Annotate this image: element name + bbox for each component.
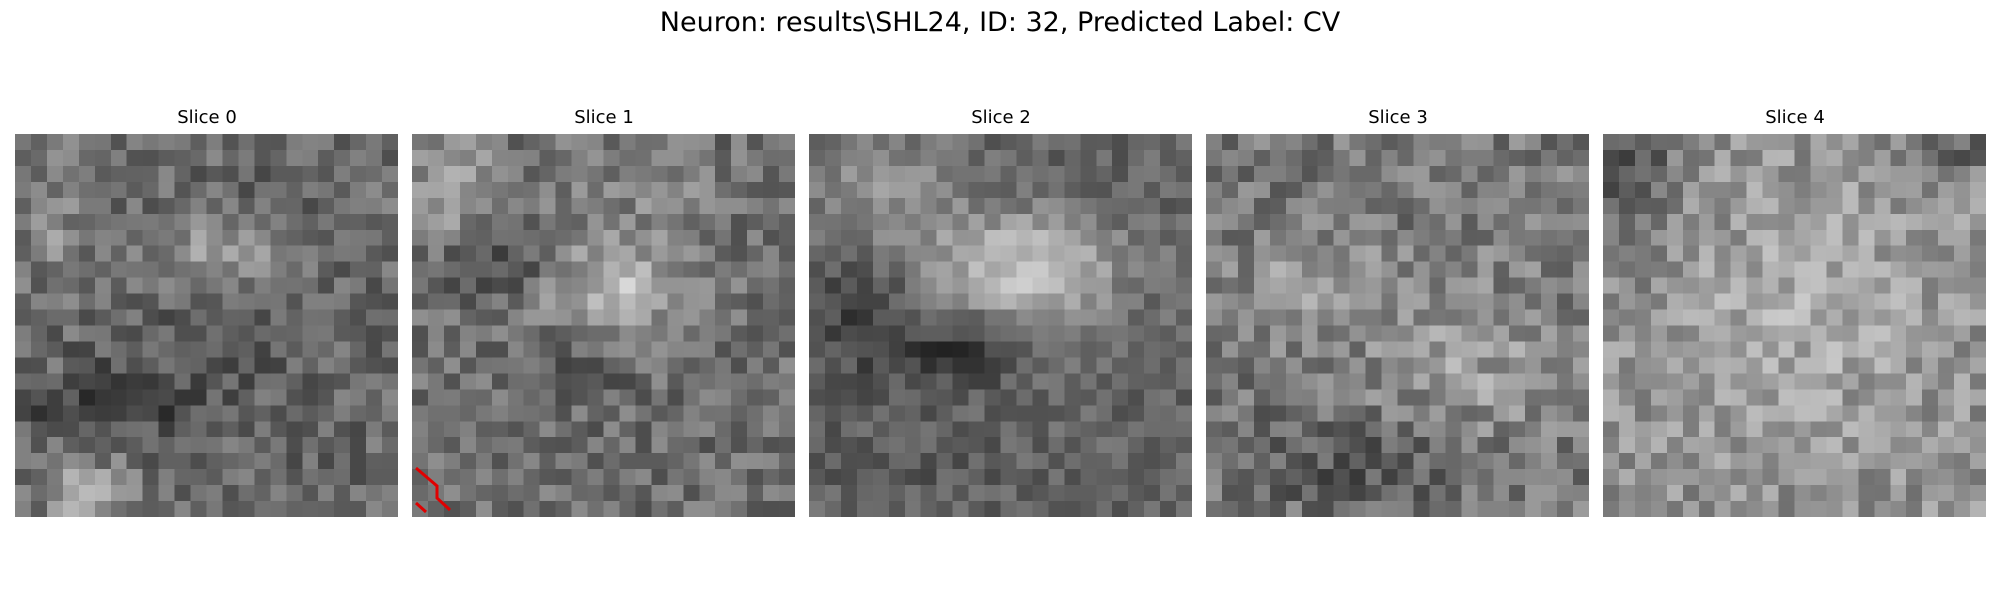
red-contour-overlay <box>414 466 452 514</box>
grayscale-slice-image <box>1206 134 1589 517</box>
slice-image <box>1206 134 1589 517</box>
slice-panel-2: Slice 2 <box>809 106 1193 517</box>
slice-title: Slice 2 <box>971 107 1031 128</box>
slice-panel-0: Slice 0 <box>15 106 399 517</box>
slice-panel-3: Slice 3 <box>1206 106 1590 517</box>
grayscale-slice-image <box>1603 134 1986 517</box>
slice-title: Slice 1 <box>574 107 634 128</box>
slice-title: Slice 4 <box>1765 107 1825 128</box>
slice-title: Slice 0 <box>177 107 237 128</box>
slice-image <box>1603 134 1986 517</box>
slice-panel-4: Slice 4 <box>1603 106 1987 517</box>
grayscale-slice-image <box>15 134 398 517</box>
slice-title: Slice 3 <box>1368 107 1428 128</box>
figure-title: Neuron: results\SHL24, ID: 32, Predicted… <box>659 7 1341 38</box>
slice-panel-1: Slice 1 <box>412 106 796 517</box>
slice-image <box>412 134 795 517</box>
slice-image <box>15 134 398 517</box>
grayscale-slice-image <box>412 134 795 517</box>
grayscale-slice-image <box>809 134 1192 517</box>
slice-image <box>809 134 1192 517</box>
